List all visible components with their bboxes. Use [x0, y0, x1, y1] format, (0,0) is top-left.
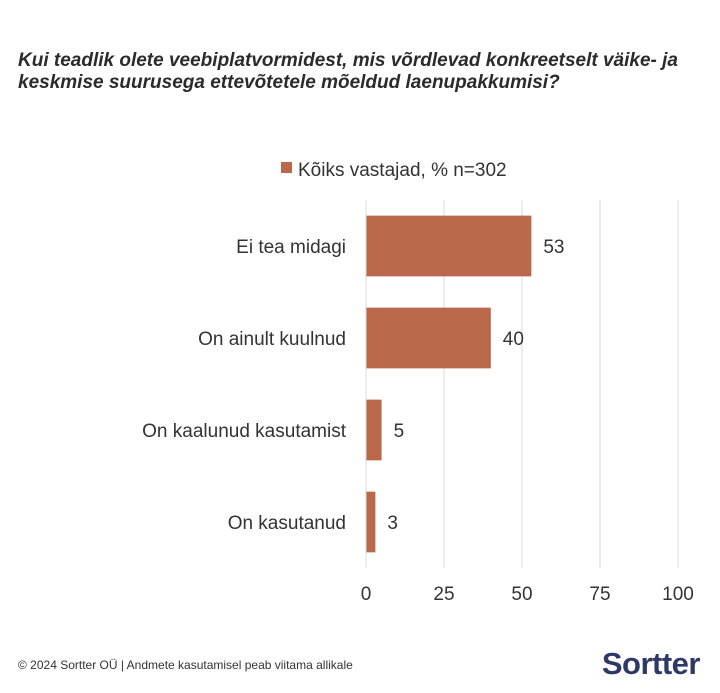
bar [366, 307, 491, 369]
copyright-footer: © 2024 Sortter OÜ | Andmete kasutamisel … [18, 658, 353, 672]
x-tick-label: 100 [662, 584, 694, 605]
category-label: On ainult kuulnud [198, 329, 346, 350]
sortter-logo: Sortter [601, 646, 701, 681]
value-label: 53 [543, 237, 564, 258]
chart-title: Kui teadlik olete veebiplatvormidest, mi… [18, 50, 678, 93]
value-label: 5 [394, 421, 405, 442]
bar [366, 215, 532, 277]
legend-label: Kõiks vastajad, % n=302 [298, 160, 507, 181]
legend-swatch [281, 162, 292, 173]
x-tick-label: 50 [511, 584, 532, 605]
value-label: 40 [503, 329, 524, 350]
bar-chart: Kõiks vastajad, % n=302 0 25 50 75 100 Ei tea … [142, 160, 694, 605]
category-label: On kaalunud kasutamist [142, 421, 347, 442]
value-label: 3 [387, 513, 398, 534]
category-label: Ei tea midagi [236, 237, 346, 258]
x-tick-label: 0 [361, 584, 372, 605]
bar [366, 399, 382, 461]
x-tick-label: 75 [589, 584, 610, 605]
bar [366, 491, 376, 553]
legend: Kõiks vastajad, % n=302 [281, 160, 507, 181]
category-label: On kasutanud [228, 513, 346, 534]
x-tick-label: 25 [433, 584, 454, 605]
